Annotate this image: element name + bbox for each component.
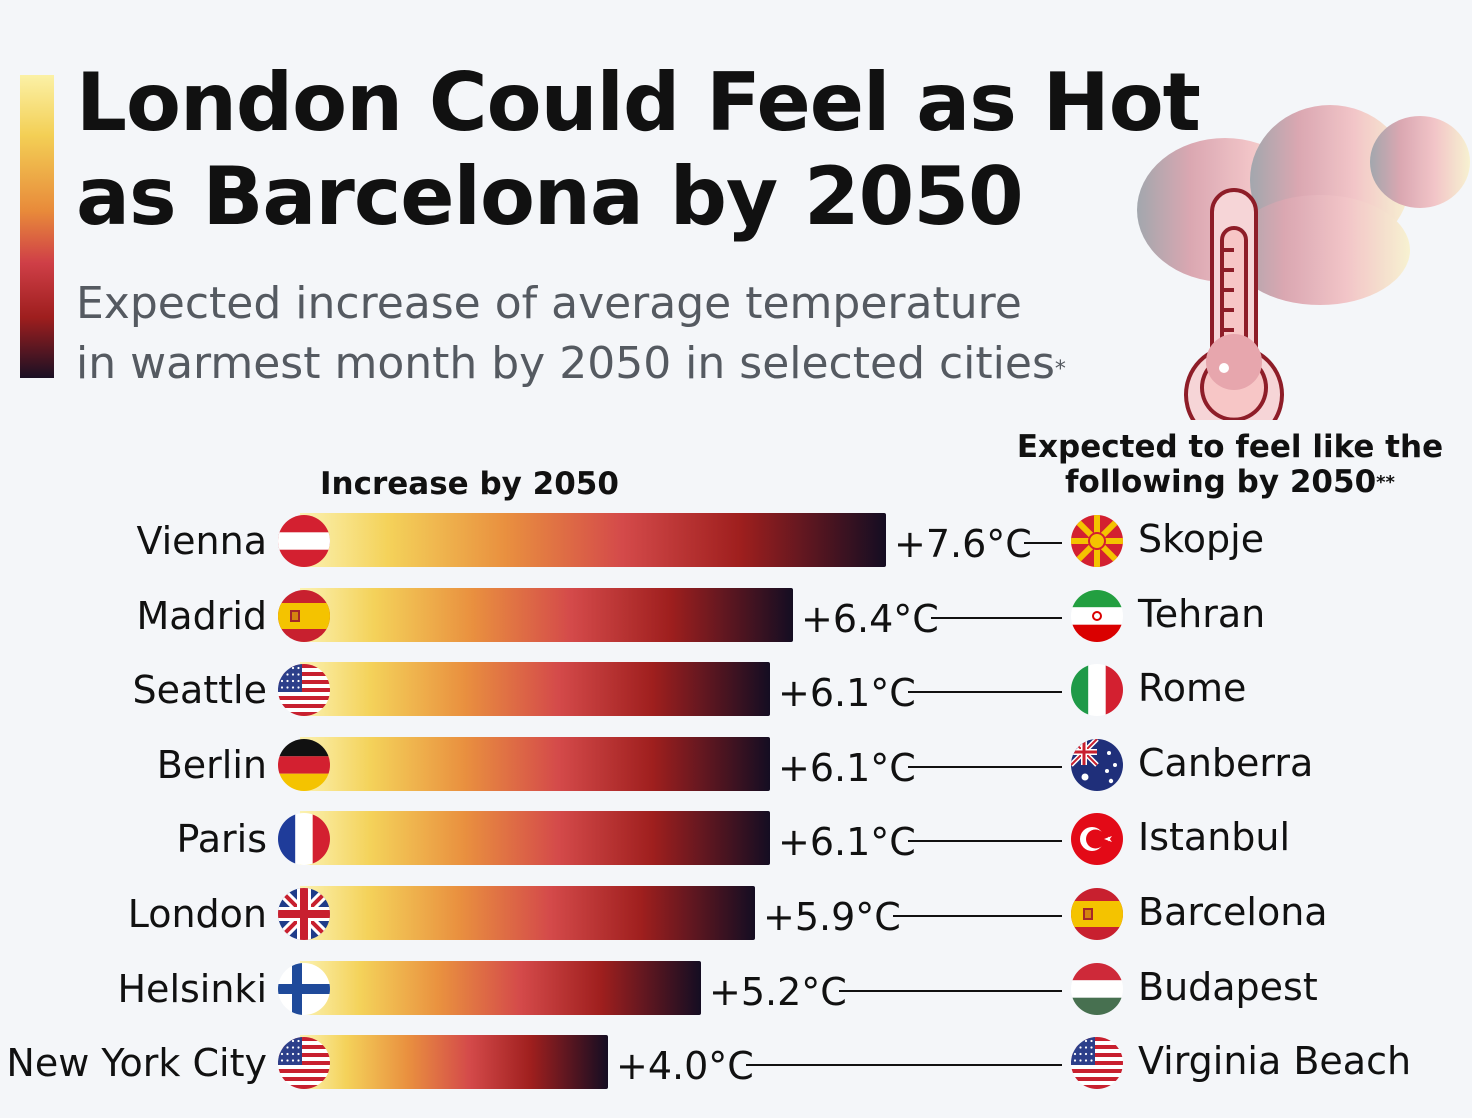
flag-hungary-icon (1071, 962, 1123, 1015)
flag-usa-icon (278, 1037, 330, 1090)
comparison-city-label: Budapest (1138, 964, 1318, 1009)
leader-line (931, 616, 1062, 619)
chart-row: Paris +6.1°C Istanbul (0, 811, 1472, 867)
comparison-city-label: Istanbul (1138, 815, 1291, 860)
comparison-column-header: Expected to feel like the following by 2… (1010, 430, 1450, 500)
leader-line (893, 915, 1062, 917)
flag-france-icon-image (278, 813, 330, 866)
city-label: Berlin (156, 742, 267, 787)
leader-line (908, 765, 1062, 768)
value-label: +6.1°C (778, 745, 916, 790)
value-label: +5.2°C (709, 969, 847, 1014)
flag-spain-icon-image (278, 589, 330, 642)
thermometer-icon (1137, 105, 1470, 445)
bar-mark (300, 1035, 608, 1090)
city-label: Paris (176, 817, 267, 862)
flag-north-macedonia-icon-image (1071, 515, 1123, 567)
leader-line (1024, 542, 1062, 544)
chart-subtitle: Expected increase of average temperature… (76, 274, 1136, 394)
flag-france-icon (278, 813, 330, 866)
value-label: +6.4°C (801, 596, 939, 641)
flag-uk-icon (278, 888, 330, 940)
chart-row: Vienna +7.6°C Skopje (0, 513, 1472, 569)
subtitle-text: Expected increase of average temperature… (76, 278, 1055, 389)
city-label: Madrid (136, 593, 268, 638)
city-label: London (127, 892, 267, 936)
comparison-city-label: Rome (1138, 666, 1247, 711)
flag-germany-icon-image (278, 738, 330, 791)
flag-italy-icon-image (1071, 664, 1123, 717)
city-label: Helsinki (117, 966, 267, 1011)
leader-line (908, 840, 1062, 843)
bar-mark (300, 736, 770, 791)
chart-row: Seattle +6.1°C Rome (0, 662, 1472, 718)
bar-mark (300, 960, 701, 1015)
leader-line (839, 989, 1062, 992)
flag-spain-icon (278, 589, 330, 642)
flag-turkey-icon (1071, 813, 1123, 866)
flag-iran-icon (1071, 589, 1123, 642)
flag-hungary-icon-image (1071, 962, 1123, 1015)
flag-australia-icon-image (1071, 738, 1123, 791)
flag-usa-icon-image (1071, 1037, 1123, 1090)
chart-row: Helsinki +5.2°C Budapest (0, 960, 1472, 1017)
flag-austria-icon (278, 515, 330, 567)
city-label: Vienna (136, 519, 267, 563)
city-label: New York City (6, 1041, 267, 1086)
chart-row: New York City +4.0°C Virginia Beach (0, 1035, 1472, 1091)
comparison-city-label: Canberra (1138, 740, 1314, 785)
flag-iran-icon-image (1071, 589, 1123, 642)
comparison-header-text: Expected to feel like the following by 2… (1016, 429, 1444, 500)
value-label: +6.1°C (778, 820, 916, 865)
flag-usa-icon-image (278, 664, 330, 717)
thermometer-illustration (1130, 100, 1472, 445)
flag-germany-icon (278, 738, 330, 791)
leader-line (746, 1064, 1062, 1067)
comparison-footnote-mark: ** (1376, 472, 1395, 493)
chart-title: London Could Feel as Hot as Barcelona by… (76, 56, 1201, 243)
subtitle-footnote-mark: * (1054, 357, 1066, 382)
value-label: +4.0°C (616, 1044, 754, 1089)
flag-austria-icon-image (278, 515, 330, 567)
flag-turkey-icon-image (1071, 813, 1123, 866)
flag-finland-icon-image (278, 962, 330, 1015)
chart-row: Berlin +6.1°C Canberra (0, 736, 1472, 793)
value-label: +7.6°C (894, 522, 1032, 566)
increase-column-header: Increase by 2050 (320, 466, 619, 502)
bar-mark (300, 886, 755, 940)
comparison-city-label: Skopje (1138, 517, 1265, 561)
bar-mark (300, 662, 770, 717)
flag-north-macedonia-icon (1071, 515, 1123, 567)
flag-usa-icon (1071, 1037, 1123, 1090)
flag-italy-icon (1071, 664, 1123, 717)
bar-mark (300, 811, 770, 866)
value-label: +5.9°C (763, 895, 901, 939)
gradient-accent-bar (20, 75, 54, 378)
flag-spain-icon-image (1071, 888, 1123, 940)
bar-mark (300, 587, 793, 642)
flag-australia-icon (1071, 738, 1123, 791)
comparison-city-label: Virginia Beach (1138, 1039, 1412, 1084)
leader-line (908, 691, 1062, 694)
comparison-city-label: Barcelona (1138, 890, 1328, 934)
chart-row: Madrid +6.4°C Tehran (0, 587, 1472, 644)
chart-row: London +5.9°C Barcelona (0, 886, 1472, 942)
value-label: +6.1°C (778, 671, 916, 716)
flag-finland-icon (278, 962, 330, 1015)
comparison-city-label: Tehran (1138, 591, 1266, 636)
bar-mark (300, 513, 886, 567)
flag-spain-icon (1071, 888, 1123, 940)
flag-uk-icon-image (278, 888, 330, 940)
city-label: Seattle (132, 668, 267, 713)
flag-usa-icon (278, 664, 330, 717)
flag-usa-icon-image (278, 1037, 330, 1090)
